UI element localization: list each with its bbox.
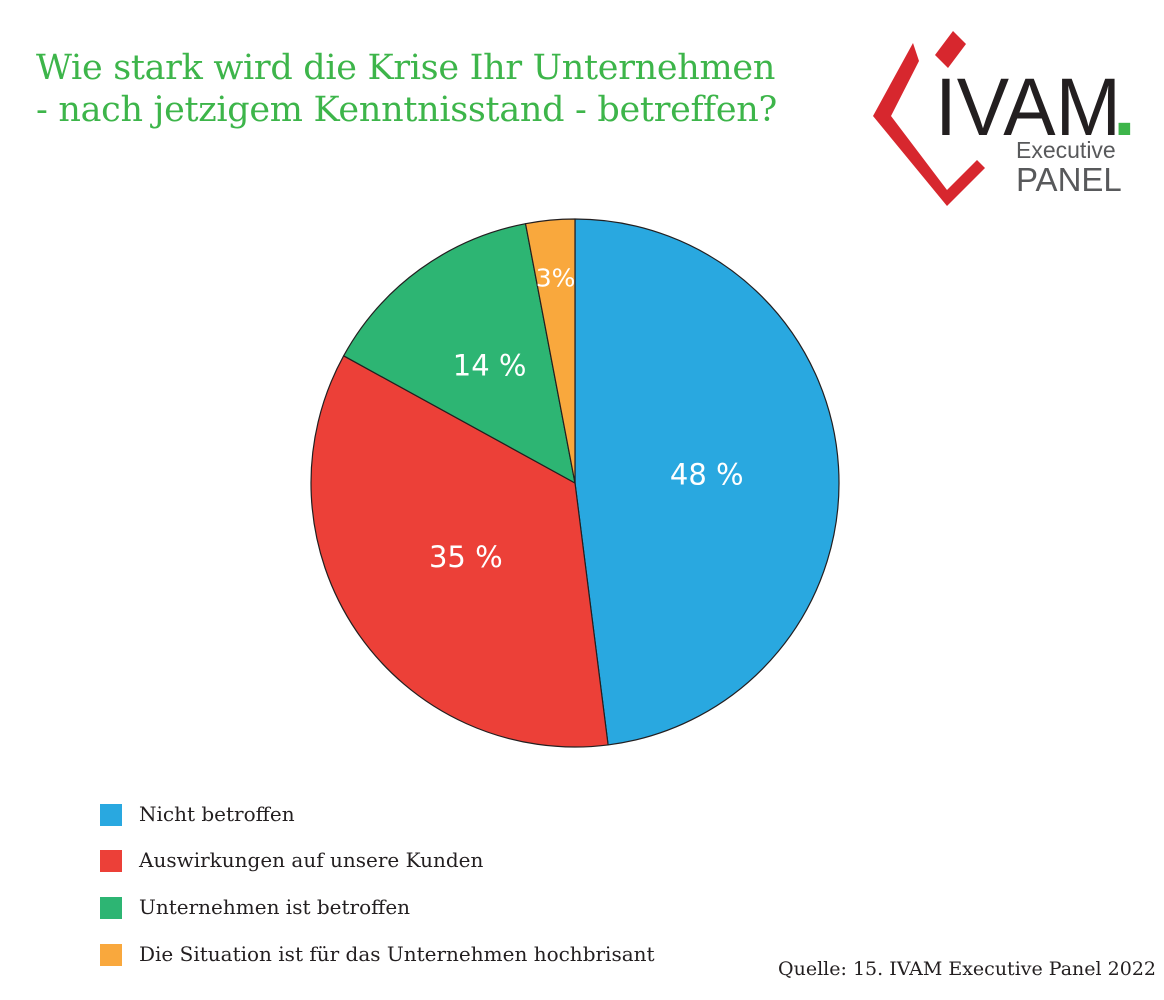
pie-slice-1 xyxy=(574,218,840,746)
logo-ivam-text: IVAM xyxy=(935,62,1121,153)
logo-dot-text: . xyxy=(1113,62,1136,153)
legend-label: Auswirkungen auf unsere Kunden xyxy=(139,848,484,872)
legend-swatch xyxy=(100,897,122,919)
pie-slice-2 xyxy=(310,355,609,748)
logo-accent-bar xyxy=(935,31,966,68)
pie-slice-label-3: 14 % xyxy=(453,349,527,383)
logo-executive-text: Executive xyxy=(1016,137,1116,163)
legend-swatch xyxy=(100,944,122,966)
legend-swatch xyxy=(100,804,122,826)
chart-title-line-1: Wie stark wird die Krise Ihr Unternehmen xyxy=(36,48,776,88)
legend-label: Die Situation ist für das Unternehmen ho… xyxy=(139,942,655,966)
logo-panel-text: PANEL xyxy=(1016,161,1122,198)
pie-slice-label-1: 48 % xyxy=(670,458,744,492)
legend-label: Unternehmen ist betroffen xyxy=(139,895,411,919)
legend-swatch xyxy=(100,850,122,872)
legend-label: Nicht betroffen xyxy=(139,802,295,826)
logo-chevron-shape xyxy=(873,43,985,206)
pie-slice-labels: 48 % 35 % 14 % 3% xyxy=(429,263,744,574)
pie-slice-label-4: 3% xyxy=(536,263,576,292)
pie-slice-3 xyxy=(343,223,576,484)
ivam-executive-panel-logo: IVAM . Executive PANEL xyxy=(873,31,1136,206)
pie-slice-label-2: 35 % xyxy=(429,540,503,574)
source-note: Quelle: 15. IVAM Executive Panel 2022 xyxy=(778,958,1156,980)
chart-title-line-2: - nach jetzigem Kenntnisstand - betreffe… xyxy=(36,90,777,130)
pie-chart: 48 % 35 % 14 % 3% xyxy=(310,218,840,748)
pie-slice-4 xyxy=(524,218,576,484)
pie-slices xyxy=(310,218,840,748)
